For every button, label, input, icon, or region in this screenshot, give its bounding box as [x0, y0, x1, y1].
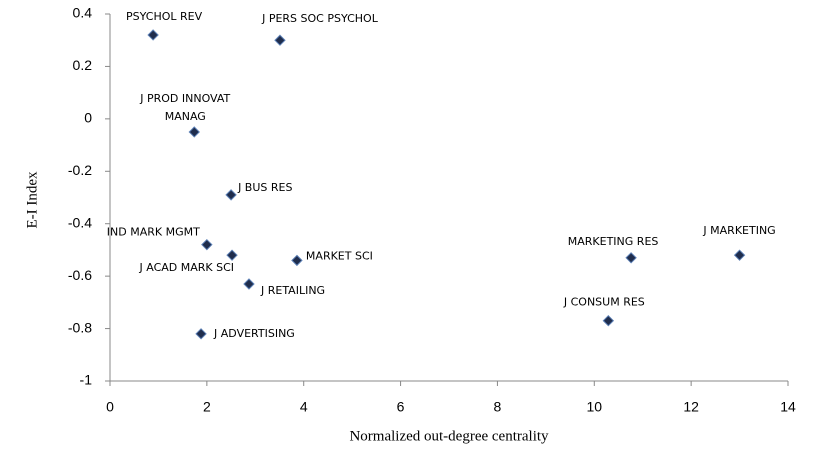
point-label: MARKET SCI	[306, 249, 373, 262]
y-tick-label: 0	[84, 110, 92, 126]
y-tick-label: 0.4	[73, 5, 93, 21]
x-tick-label: 10	[586, 399, 602, 415]
y-tick-label: -1	[80, 372, 93, 388]
x-tick-label: 14	[780, 399, 796, 415]
x-tick-label: 8	[494, 399, 502, 415]
point-label: J ACAD MARK SCI	[139, 261, 235, 274]
point-label: J RETAILING	[260, 284, 325, 297]
y-tick-label: -0.6	[68, 267, 92, 283]
point	[243, 278, 255, 290]
point	[602, 314, 615, 327]
point	[291, 254, 303, 267]
y-tick-label: 0.2	[73, 57, 93, 73]
y-tick-label: -0.8	[68, 319, 92, 335]
point	[733, 249, 746, 261]
point-label: J ADVERTISING	[213, 327, 295, 340]
point-label: J MARKETING	[702, 224, 775, 237]
x-tick-label: 0	[106, 399, 114, 415]
point-label: PSYCHOL REV	[126, 10, 203, 23]
point	[274, 34, 286, 46]
point	[188, 126, 200, 138]
x-tick-label: 2	[203, 399, 211, 415]
y-axis-label: E-I Index	[24, 171, 40, 229]
point	[225, 189, 237, 201]
point-label: IND MARK MGMT	[107, 226, 200, 239]
point-label: MARKETING RES	[568, 235, 659, 248]
point-label: J CONSUM RES	[563, 296, 645, 309]
point	[201, 238, 213, 251]
point-label: J PERS SOC PSYCHOL	[261, 12, 379, 25]
x-axis-label: Normalized out-degree centrality	[349, 428, 549, 444]
x-tick-label: 6	[397, 399, 405, 415]
point	[226, 249, 238, 261]
y-tick-label: -0.4	[68, 214, 92, 230]
x-tick-label: 12	[683, 399, 699, 415]
x-tick-label: 4	[300, 399, 308, 415]
y-tick-label: -0.2	[68, 162, 92, 178]
point	[195, 328, 207, 340]
point	[147, 29, 159, 41]
point-label: J PROD INNOVAT MANAG	[139, 92, 230, 123]
point-label: J BUS RES	[237, 181, 292, 194]
point	[625, 252, 637, 264]
